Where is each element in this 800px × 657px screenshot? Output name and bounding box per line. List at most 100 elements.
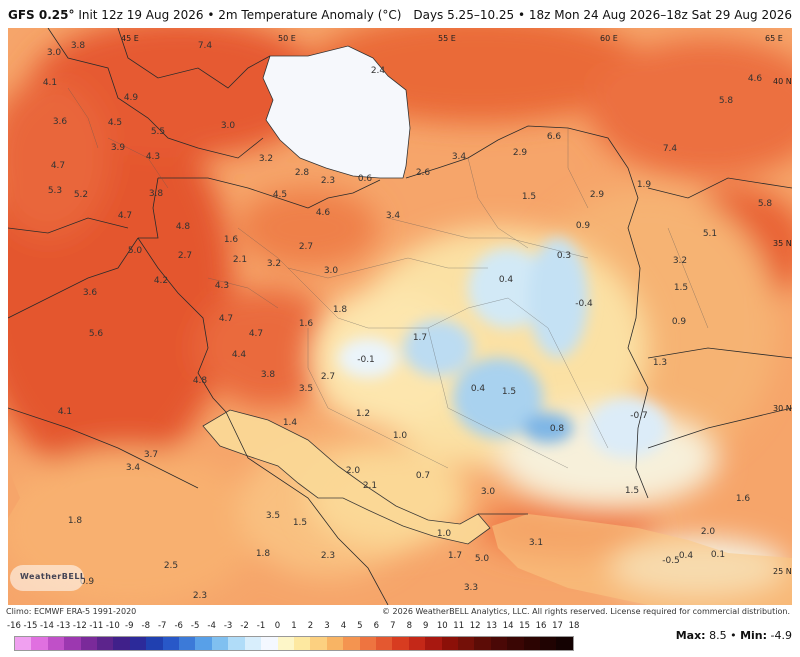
legend-swatch [408, 637, 426, 650]
anomaly-value-label: 1.9 [637, 180, 652, 190]
anomaly-value-label: 4.9 [124, 93, 139, 103]
anomaly-value-label: 2.1 [363, 481, 377, 491]
anomaly-value-label: 5.1 [703, 229, 717, 239]
legend-tick: 6 [373, 621, 380, 631]
anomaly-value-label: 1.5 [293, 518, 307, 528]
field-negative-anomaly [338, 238, 668, 458]
legend-tick: -13 [56, 621, 71, 631]
legend-tick: -10 [105, 621, 120, 631]
legend-tick: 10 [436, 621, 448, 631]
legend-swatch [457, 637, 475, 650]
stats-separator: • [730, 629, 737, 642]
legend-tick: -8 [141, 621, 150, 631]
anomaly-value-label: 3.1 [529, 538, 543, 548]
country-borders [8, 28, 792, 605]
province-borders [67, 87, 709, 469]
legend-tick: -7 [157, 621, 167, 631]
anomaly-value-label: -0.5 [662, 556, 680, 566]
anomaly-value-label: 2.4 [371, 66, 386, 76]
anomaly-value-label: 3.4 [386, 211, 401, 221]
geo-label: 25 N [773, 567, 792, 576]
legend-tick: 17 [552, 621, 563, 631]
anomaly-value-label: 2.8 [295, 168, 310, 178]
anomaly-value-label: 1.5 [502, 387, 516, 397]
weatherbell-logo: WeatherBELL [10, 565, 85, 591]
anomaly-value-label: 5.3 [48, 186, 62, 196]
map-header: GFS 0.25° Init 12z 19 Aug 2026 • 2m Temp… [0, 0, 800, 28]
legend-tick: -6 [174, 621, 183, 631]
red-sea [8, 468, 20, 518]
legend-area: Climo: ECMWF ERA-5 1991-2020 © 2026 Weat… [0, 605, 800, 657]
anomaly-value-label: 0.1 [711, 550, 725, 560]
legend-tick: -16 [7, 621, 21, 631]
copyright-credit: © 2026 WeatherBELL Analytics, LLC. All r… [382, 607, 790, 616]
anomaly-value-label: 2.3 [321, 176, 335, 186]
anomaly-value-label: 0.9 [576, 221, 591, 231]
legend-tick: 7 [390, 621, 396, 631]
anomaly-value-label: 6.6 [547, 132, 562, 142]
legend-tick: -15 [23, 621, 38, 631]
legend-tick: -9 [125, 621, 134, 631]
anomaly-value-label: 2.6 [416, 168, 431, 178]
legend-swatch [523, 637, 540, 650]
anomaly-value-label: 4.6 [748, 74, 763, 84]
legend-tick: 12 [469, 621, 481, 631]
legend-tick-labels: -16 -15 -14 -13 -12 -11 -10 -9 -8 -7 -6 -5 -4 -3 -2 -1 0… [7, 621, 579, 633]
legend-swatch [441, 637, 458, 650]
max-value: 8.5 [709, 629, 727, 642]
anomaly-value-label: 5.5 [151, 127, 165, 137]
anomaly-value-label: 5.6 [89, 329, 104, 339]
geo-label: 45 E [121, 34, 139, 43]
geo-label: 55 E [438, 34, 456, 43]
legend-swatch [293, 637, 311, 650]
legend-swatch [97, 637, 114, 650]
anomaly-value-label: 3.7 [144, 450, 158, 460]
anomaly-value-label: 3.9 [111, 143, 126, 153]
legend-swatch [540, 637, 557, 650]
anomaly-value-label: 2.9 [513, 148, 528, 158]
legend-swatch [326, 637, 344, 650]
legend-tick: 11 [453, 621, 465, 631]
legend-swatch [195, 637, 212, 650]
anomaly-value-label: 0.6 [358, 174, 373, 184]
geo-label: 40 N [773, 77, 792, 86]
anomaly-value-label: 2.7 [178, 251, 192, 261]
anomaly-value-label: 4.7 [118, 211, 132, 221]
anomaly-value-label: 2.0 [701, 527, 716, 537]
anomaly-value-label: 2.1 [233, 255, 247, 265]
legend-swatch [80, 637, 98, 650]
anomaly-value-label: 4.6 [316, 208, 331, 218]
legend-swatch [129, 637, 147, 650]
min-label: Min: [740, 629, 768, 642]
anomaly-value-label: 4.4 [232, 350, 247, 360]
anomaly-value-label: 5.0 [475, 554, 490, 564]
caspian-sea [262, 45, 411, 179]
anomaly-value-label: 3.2 [267, 259, 281, 269]
model-name: GFS 0.25° [8, 8, 75, 22]
anomaly-value-label: 3.5 [299, 384, 313, 394]
anomaly-value-label: 3.2 [673, 256, 687, 266]
anomaly-value-label: 0.7 [416, 471, 430, 481]
anomaly-value-label: 2.9 [590, 190, 605, 200]
legend-tick: 2 [307, 621, 314, 631]
legend-swatch [146, 637, 163, 650]
legend-swatch [343, 637, 360, 650]
anomaly-value-label: 4.7 [51, 161, 65, 171]
anomaly-value-label: 1.8 [256, 549, 271, 559]
legend-tick: 4 [340, 621, 347, 631]
min-value: -4.9 [770, 629, 792, 642]
legend-swatch [490, 637, 508, 650]
legend-tick: 1 [291, 621, 297, 631]
anomaly-value-label: 4.2 [154, 276, 168, 286]
legend-tick: 9 [423, 621, 429, 631]
graticule-labels: 45 E 50 E 55 E 60 E 65 E 40 N 35 N 30 N … [121, 34, 792, 576]
anomaly-value-label: 4.1 [58, 407, 72, 417]
legend-swatch [64, 637, 81, 650]
anomaly-value-label: 7.4 [198, 41, 213, 51]
climo-credit: Climo: ECMWF ERA-5 1991-2020 [6, 607, 137, 616]
anomaly-values: 3.0 3.8 7.4 2.4 4.6 4.1 5.8 4.9 3.6 4.5 5.5 3.0 6.6 3… [43, 41, 773, 601]
legend-tick: 8 [406, 621, 412, 631]
anomaly-value-label: 3.5 [266, 511, 280, 521]
legend-tick: 14 [502, 621, 514, 631]
